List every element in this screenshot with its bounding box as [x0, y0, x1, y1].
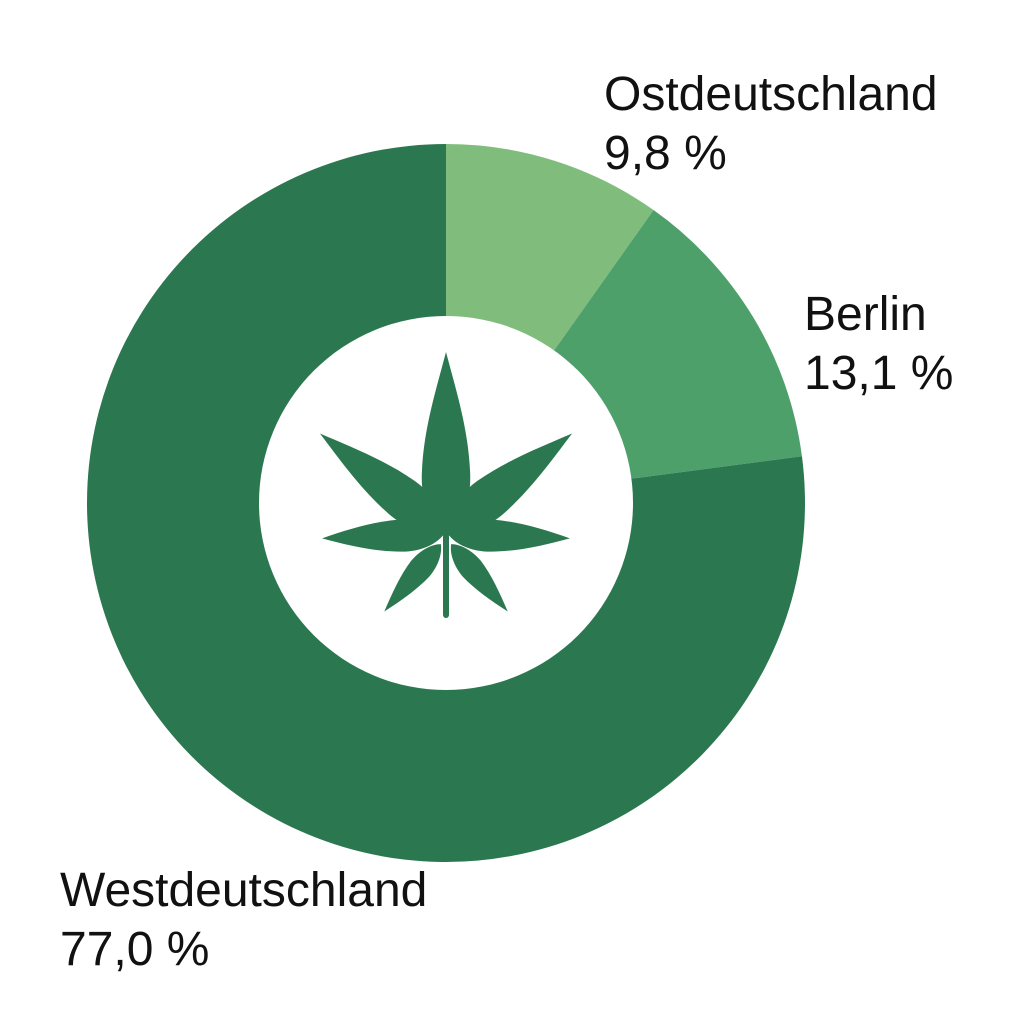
cannabis-leaf-icon — [319, 352, 573, 618]
slice-value-westdeutschland: 77,0 % — [60, 922, 210, 976]
slice-label-ostdeutschland: Ostdeutschland 9,8 % — [604, 66, 938, 183]
slice-name-ostdeutschland: Ostdeutschland — [604, 68, 938, 121]
slice-label-westdeutschland: Westdeutschland 77,0 % — [60, 862, 427, 979]
slice-label-berlin: Berlin 13,1 % — [804, 286, 953, 403]
slice-name-westdeutschland: Westdeutschland — [60, 864, 428, 917]
slice-name-berlin: Berlin — [804, 288, 927, 341]
slice-value-ostdeutschland: 9,8 % — [604, 126, 727, 180]
slice-value-berlin: 13,1 % — [804, 346, 954, 400]
